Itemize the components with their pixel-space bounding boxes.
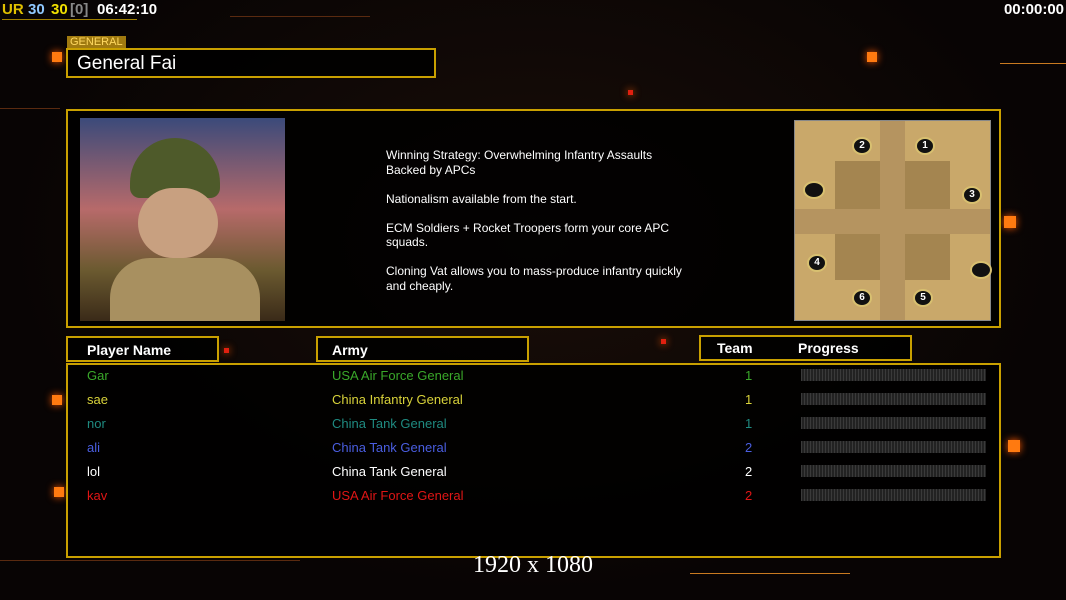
hud-stat-c: [0]: [70, 1, 89, 18]
player-team: 2: [745, 488, 753, 503]
map-start-slot[interactable]: 4: [807, 254, 827, 272]
header-player-name[interactable]: Player Name: [66, 336, 219, 362]
player-row[interactable]: ali China Tank General 2: [68, 437, 999, 461]
hud-ur: UR: [2, 1, 24, 18]
player-army: China Tank General: [332, 464, 447, 479]
general-name: General Fai: [77, 53, 177, 74]
player-army: China Infantry General: [332, 392, 463, 407]
player-progress-bar: [801, 465, 986, 477]
player-row[interactable]: sae China Infantry General 1: [68, 389, 999, 413]
player-row[interactable]: lol China Tank General 2: [68, 461, 999, 485]
player-progress-bar: [801, 393, 986, 405]
player-team: 2: [745, 464, 753, 479]
player-team: 1: [745, 368, 753, 383]
player-name: ali: [87, 440, 101, 455]
player-name: nor: [87, 416, 106, 431]
general-portrait: [80, 118, 285, 321]
player-progress-bar: [801, 369, 986, 381]
player-name: kav: [87, 488, 108, 503]
game-timer: 00:00:00: [1003, 1, 1064, 18]
player-army: China Tank General: [332, 416, 447, 431]
player-row[interactable]: kav USA Air Force General 2: [68, 485, 999, 509]
resolution-label: 1920 x 1080: [473, 552, 593, 578]
player-row[interactable]: Gar USA Air Force General 1: [68, 365, 999, 389]
general-name-box: General Fai: [66, 48, 436, 78]
map-empty-slot[interactable]: [803, 181, 825, 199]
player-army: China Tank General: [332, 440, 447, 455]
player-row[interactable]: nor China Tank General 1: [68, 413, 999, 437]
player-army: USA Air Force General: [332, 488, 464, 503]
map-start-slot[interactable]: 6: [852, 289, 872, 307]
header-team[interactable]: Team: [717, 340, 753, 356]
header-progress[interactable]: Progress: [798, 340, 859, 356]
player-army: USA Air Force General: [332, 368, 464, 383]
strategy-text: Winning Strategy: Overwhelming Infantry …: [386, 148, 682, 293]
general-label: GENERAL: [67, 36, 126, 48]
player-name: sae: [87, 392, 108, 407]
hud-clock: 06:42:10: [97, 1, 158, 18]
header-army[interactable]: Army: [316, 336, 529, 362]
map-start-slot[interactable]: 1: [915, 137, 935, 155]
player-name: Gar: [87, 368, 109, 383]
player-team: 1: [745, 392, 753, 407]
header-team-progress: Team Progress: [699, 335, 912, 361]
player-progress-bar: [801, 489, 986, 501]
player-name: lol: [87, 464, 101, 479]
player-team: 1: [745, 416, 753, 431]
hud-stat-a: 30: [28, 1, 45, 18]
map-start-slot[interactable]: 5: [913, 289, 933, 307]
player-list: Gar USA Air Force General 1 sae China In…: [66, 363, 1001, 558]
player-progress-bar: [801, 417, 986, 429]
player-team: 2: [745, 440, 753, 455]
hud-stat-b: 30: [51, 1, 68, 18]
map-preview[interactable]: 1 2 3 4 5 6: [794, 120, 992, 321]
map-empty-slot[interactable]: [970, 261, 992, 279]
map-start-slot[interactable]: 3: [962, 186, 982, 204]
player-progress-bar: [801, 441, 986, 453]
map-start-slot[interactable]: 2: [852, 137, 872, 155]
